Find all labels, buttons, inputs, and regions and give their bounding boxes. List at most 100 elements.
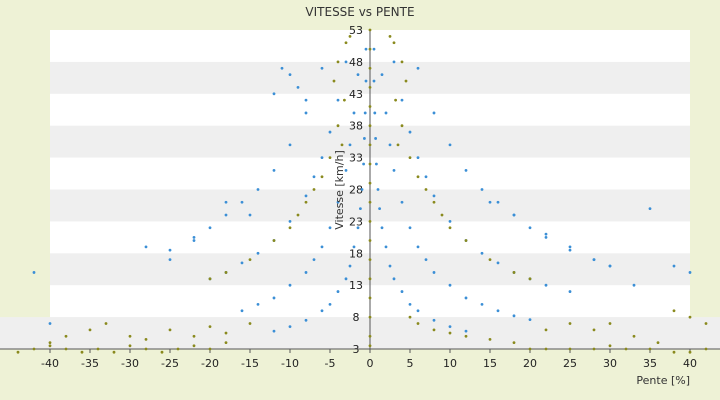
y-tick-label: 18 [349,247,363,260]
data-point [368,200,372,204]
data-point [368,334,372,338]
data-point [648,347,652,351]
data-point [464,334,468,338]
data-point [272,92,276,96]
x-tick-label: -40 [41,357,59,370]
data-point [288,226,292,230]
data-point [488,258,492,262]
data-point [368,315,372,319]
x-tick-label: 40 [683,357,697,370]
data-point [296,213,300,217]
data-point [364,47,368,51]
data-point [388,143,392,147]
data-point [672,350,676,354]
y-tick-label: 8 [353,311,360,324]
x-tick-label: 30 [603,357,617,370]
data-point [256,251,260,255]
data-point [328,226,332,230]
data-point [272,168,276,172]
data-point [568,248,572,252]
data-point [672,309,676,313]
data-point [192,235,196,239]
data-point [312,175,316,179]
data-point [432,194,436,198]
data-point [672,264,676,268]
data-point [356,226,360,230]
data-point [480,302,484,306]
data-point [320,175,324,179]
data-point [336,200,340,204]
data-point [304,271,308,274]
data-point [48,344,52,348]
data-point [368,239,372,242]
data-point [392,277,396,281]
data-point [288,143,292,147]
x-tick-label: -20 [201,357,219,370]
data-point [144,347,148,351]
data-point [368,258,372,262]
x-tick-label: -25 [161,357,179,370]
data-point [112,350,116,354]
data-point [375,162,378,166]
data-point [240,261,244,265]
data-point [64,334,68,338]
y-axis-label: Vitesse [km/h] [333,150,346,230]
data-point [688,315,692,319]
data-point [544,283,548,287]
data-point [404,79,408,83]
data-point [362,162,365,166]
data-point [392,41,396,45]
x-tick-label: -10 [281,357,299,370]
data-point [568,245,572,249]
data-point [648,207,652,211]
data-point [372,79,376,83]
data-point [416,309,420,313]
data-point [88,328,92,332]
data-point [464,168,468,172]
data-point [368,124,372,128]
data-point [343,98,346,102]
data-point [32,271,36,274]
data-point [408,156,412,160]
data-point [688,271,692,274]
data-point [336,124,340,128]
data-point [256,188,260,191]
data-point [368,47,372,51]
data-point [394,98,397,102]
data-point [704,322,708,325]
data-point [592,258,596,262]
data-point [368,105,372,108]
data-point [288,283,292,287]
data-point [400,124,404,128]
data-point [592,347,596,351]
data-point [416,66,420,70]
data-point [363,111,367,115]
data-point [608,264,612,268]
data-point [480,188,484,191]
x-tick-label: -15 [241,357,259,370]
data-point [256,302,260,306]
data-point [359,207,362,211]
data-point [96,347,100,351]
data-point [568,322,572,325]
data-point [392,60,396,64]
data-point [332,79,336,83]
x-tick-label: 10 [443,357,457,370]
data-point [304,194,308,198]
data-point [336,290,340,293]
data-point [328,156,332,160]
data-point [632,334,636,338]
data-point [464,239,468,242]
data-point [448,226,452,230]
data-point [544,235,548,239]
data-point [388,264,392,268]
data-point [368,220,372,223]
data-point [544,328,548,332]
data-point [568,290,572,293]
y-tick-label: 13 [349,279,363,292]
data-point [380,226,384,230]
data-point [248,213,252,217]
data-point [340,143,344,147]
data-point [104,322,108,325]
